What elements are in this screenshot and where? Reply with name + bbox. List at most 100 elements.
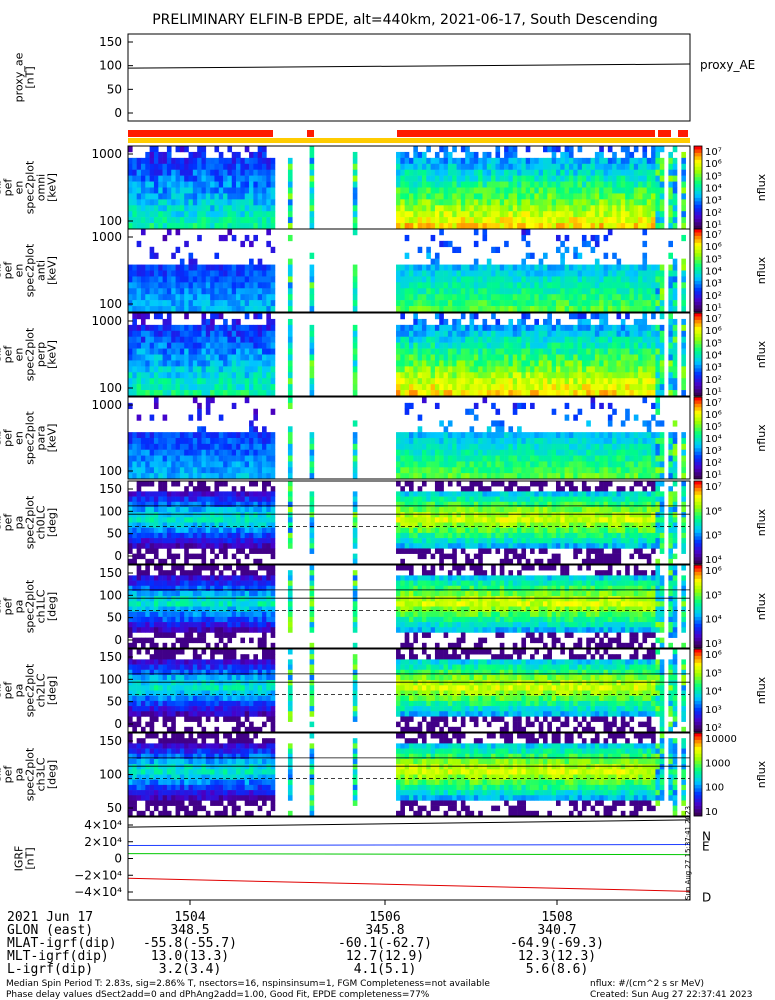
heatmap-cell: [227, 496, 233, 503]
heatmap-cell: [465, 223, 470, 230]
heatmap-cell: [465, 330, 470, 338]
heatmap-cell: [555, 336, 561, 343]
heatmap-cell: [594, 449, 600, 456]
heatmap-cell: [240, 378, 246, 385]
heatmap-cell: [249, 205, 254, 212]
heatmap-cell: [287, 491, 293, 497]
heatmap-cell: [192, 300, 198, 307]
heatmap-cell: [672, 288, 678, 295]
heatmap-cell: [668, 324, 673, 332]
heatmap-cell: [517, 199, 522, 206]
heatmap-cell: [201, 538, 207, 544]
heatmap-cell: [426, 438, 431, 445]
heatmap-cell: [270, 390, 276, 397]
heatmap-cell: [525, 348, 531, 355]
heatmap-cell: [620, 163, 626, 171]
heatmap-cell: [629, 217, 635, 224]
heatmap-cell: [236, 169, 241, 176]
heatmap-cell: [573, 246, 578, 254]
heatmap-cell: [612, 223, 617, 230]
heatmap-cell: [149, 360, 155, 367]
heatmap-cell: [309, 473, 315, 480]
heatmap-cell: [149, 264, 155, 271]
heatmap-cell: [223, 532, 228, 539]
heatmap-cell: [495, 408, 501, 415]
heatmap-cell: [244, 223, 250, 230]
heatmap-cell: [352, 455, 358, 462]
heatmap-cell: [508, 146, 514, 153]
heatmap-cell: [426, 270, 431, 277]
heatmap-cell: [128, 461, 133, 468]
heatmap-cell: [512, 151, 518, 159]
heatmap-cell: [149, 438, 155, 445]
heatmap-cell: [651, 146, 656, 153]
coverage-bar-yellow: [128, 138, 690, 143]
heatmap-cell: [655, 151, 661, 159]
heatmap-cell: [495, 157, 501, 165]
heatmap-cell: [491, 455, 496, 462]
heatmap-cell: [577, 169, 583, 176]
heatmap-cell: [629, 193, 635, 200]
heatmap-cell: [240, 300, 246, 307]
heatmap-cell: [590, 390, 596, 397]
heatmap-cell: [465, 467, 470, 474]
heatmap-cell: [629, 324, 635, 332]
heatmap-cell: [188, 193, 194, 200]
heatmap-cell: [581, 175, 587, 182]
heatmap-cell: [607, 432, 613, 439]
heatmap-cell: [227, 169, 233, 176]
heatmap-cell: [590, 175, 596, 182]
heatmap-cell: [132, 163, 137, 171]
heatmap-cell: [400, 223, 405, 230]
heatmap-cell: [612, 211, 617, 218]
heatmap-cell: [629, 163, 635, 171]
heatmap-cell: [309, 264, 315, 271]
heatmap-cell: [568, 372, 574, 379]
heatmap-cell: [140, 306, 146, 313]
heatmap-cell: [551, 443, 557, 451]
heatmap-cell: [491, 330, 496, 338]
heatmap-cell: [620, 223, 626, 230]
heatmap-cell: [201, 372, 207, 379]
heatmap-cell: [573, 390, 578, 397]
heatmap-cell: [413, 264, 418, 271]
heatmap-cell: [197, 270, 202, 277]
heatmap-cell: [465, 473, 470, 480]
heatmap-cell: [240, 193, 246, 200]
heatmap-cell: [236, 527, 241, 534]
heatmap-cell: [145, 348, 150, 355]
heatmap-cell: [396, 276, 401, 283]
heatmap-cell: [543, 217, 548, 224]
heatmap-cell: [551, 181, 557, 188]
heatmap-cell: [443, 330, 449, 338]
heatmap-cell: [205, 270, 211, 277]
heatmap-cell: [197, 501, 202, 508]
heatmap-cell: [659, 205, 665, 212]
heatmap-cell: [175, 324, 181, 332]
heatmap-cell: [184, 473, 189, 480]
heatmap-cell: [309, 432, 315, 439]
heatmap-cell: [538, 473, 544, 480]
heatmap-cell: [603, 252, 609, 259]
heatmap-cell: [586, 175, 591, 182]
heatmap-cell: [599, 282, 604, 289]
heatmap-cell: [430, 300, 436, 307]
heatmap-cell: [249, 300, 254, 307]
heatmap-cell: [512, 336, 518, 343]
heatmap-cell: [257, 354, 263, 361]
heatmap-cell: [179, 187, 185, 194]
heatmap-cell: [231, 461, 237, 468]
heatmap-cell: [153, 449, 159, 456]
heatmap-cell: [612, 348, 617, 355]
heatmap-cell: [175, 199, 181, 206]
heatmap-cell: [581, 473, 587, 480]
heatmap-cell: [555, 187, 561, 194]
heatmap-cell: [132, 473, 137, 480]
heatmap-cell: [486, 342, 492, 349]
heatmap-cell: [447, 378, 453, 385]
heatmap-cell: [210, 455, 215, 462]
heatmap-cell: [547, 390, 552, 397]
heatmap-cell: [508, 300, 514, 307]
heatmap-cell: [512, 324, 518, 332]
heatmap-cell: [218, 223, 224, 230]
